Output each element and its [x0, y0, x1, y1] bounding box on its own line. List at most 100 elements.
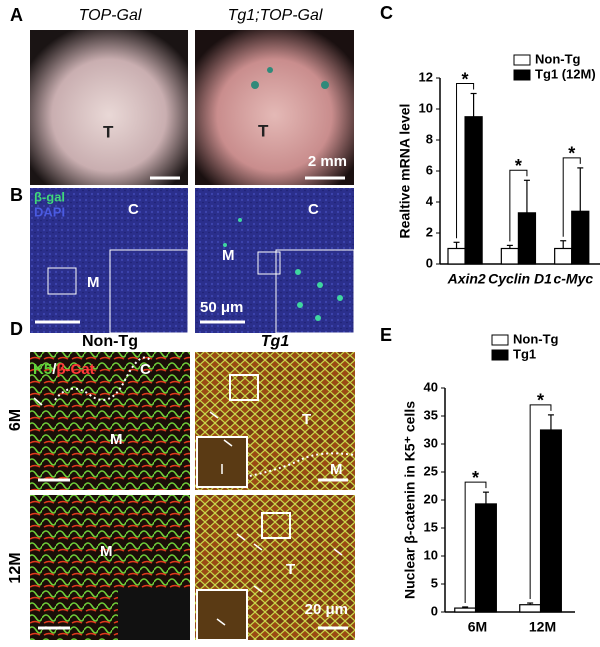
inset-box — [229, 374, 259, 401]
y-tick-label: 30 — [424, 435, 438, 450]
y-tick-label: 5 — [431, 575, 438, 590]
stain-text: / — [52, 361, 57, 378]
y-tick-label: 2 — [426, 224, 433, 239]
photo — [195, 30, 354, 185]
region-label: C — [128, 201, 139, 218]
column-title: Non-Tg — [82, 333, 138, 350]
image-title: Tg1;TOP-Gal — [228, 7, 323, 24]
y-tick-label: 0 — [431, 603, 438, 618]
arrows — [33, 397, 343, 626]
stain-label: K5/β-Cat — [33, 361, 95, 378]
stain-spot — [321, 81, 329, 89]
micrograph — [195, 188, 354, 333]
row-title: 6M — [7, 409, 24, 431]
inset-box — [257, 251, 281, 275]
panel-label: A — [10, 5, 23, 25]
bar — [571, 210, 590, 265]
legend-text: β-gal — [34, 189, 65, 204]
region-label: C — [308, 201, 319, 218]
stain-text: β-Cat — [56, 361, 94, 378]
dark-area — [118, 588, 190, 640]
inset — [196, 589, 248, 641]
bar — [474, 503, 497, 613]
inset — [196, 436, 248, 488]
boundary — [54, 356, 151, 401]
legend-label: Tg1 — [513, 346, 536, 361]
bar — [464, 116, 483, 265]
bar — [519, 604, 542, 613]
legend-text: DAPI — [34, 204, 65, 219]
panel-label: E — [380, 325, 392, 345]
region-label: M — [87, 274, 100, 291]
x-tick-label: c-Myc — [553, 271, 593, 287]
row-title: 12M — [7, 552, 24, 583]
x-tick-label: 6M — [468, 619, 487, 635]
bar — [454, 607, 477, 613]
y-tick-label: 10 — [419, 100, 433, 115]
y-tick-label: 12 — [419, 69, 433, 84]
y-tick-label: 25 — [424, 463, 438, 478]
error-bar — [470, 92, 477, 117]
legend-label: Non-Tg — [513, 331, 559, 346]
legend-label: Non-Tg — [535, 51, 581, 66]
panel-label: C — [380, 3, 393, 23]
region-label: T — [302, 411, 311, 428]
region-label: T — [258, 121, 269, 140]
legend-swatch — [513, 54, 531, 66]
legend-label: Tg1 (12M) — [535, 66, 596, 81]
y-tick-label: 35 — [424, 407, 438, 422]
photo — [30, 30, 188, 185]
x-tick-label: Cyclin D1 — [488, 271, 552, 287]
region-label: M — [222, 247, 235, 264]
legend-swatch — [513, 69, 531, 81]
error-bar — [527, 602, 534, 605]
bar — [517, 212, 537, 265]
region-label: M — [100, 543, 113, 560]
annotation: * — [472, 468, 479, 488]
y-tick-label: 10 — [424, 547, 438, 562]
annotation: * — [515, 156, 522, 176]
x-tick-label: 12M — [529, 619, 556, 635]
inset-box — [261, 512, 291, 539]
inset-box — [47, 267, 77, 295]
annotation: * — [568, 144, 575, 164]
scale-label: 2 mm — [308, 153, 347, 170]
panel-label: B — [10, 185, 23, 205]
error-bar — [462, 606, 469, 609]
y-tick-label: 6 — [426, 162, 433, 177]
region-label: M — [330, 461, 343, 478]
error-bar — [506, 244, 513, 249]
error-bar — [523, 179, 530, 213]
column-title: Tg1 — [261, 333, 290, 350]
error-bar — [560, 240, 567, 249]
y-tick-label: 0 — [426, 255, 433, 270]
region-label: M — [110, 431, 123, 448]
annotation: * — [537, 391, 544, 411]
stain-spots — [223, 218, 343, 321]
significance-bracket — [529, 404, 552, 600]
legend-swatch — [491, 334, 509, 346]
inset — [109, 249, 189, 334]
y-tick-label: 15 — [424, 519, 438, 534]
bar — [539, 429, 562, 613]
scale-label: 20 μm — [305, 601, 348, 618]
error-bar — [453, 241, 460, 249]
boundary — [239, 452, 356, 479]
y-axis-label: Realtive mRNA level — [397, 104, 413, 239]
inset — [275, 249, 355, 334]
panel-label: D — [10, 319, 23, 339]
region-label: T — [286, 561, 295, 578]
significance-bracket — [456, 83, 475, 239]
bar — [447, 247, 466, 265]
legend-swatch — [491, 349, 509, 361]
y-tick-label: 20 — [424, 491, 438, 506]
significance-bracket — [562, 157, 581, 237]
error-bar — [547, 414, 554, 430]
error-bar — [482, 491, 489, 504]
significance-bracket — [509, 169, 528, 242]
x-tick-label: Axin2 — [447, 271, 486, 287]
stain-spot — [267, 67, 273, 73]
bar — [554, 247, 573, 265]
image-title: TOP-Gal — [79, 7, 142, 24]
